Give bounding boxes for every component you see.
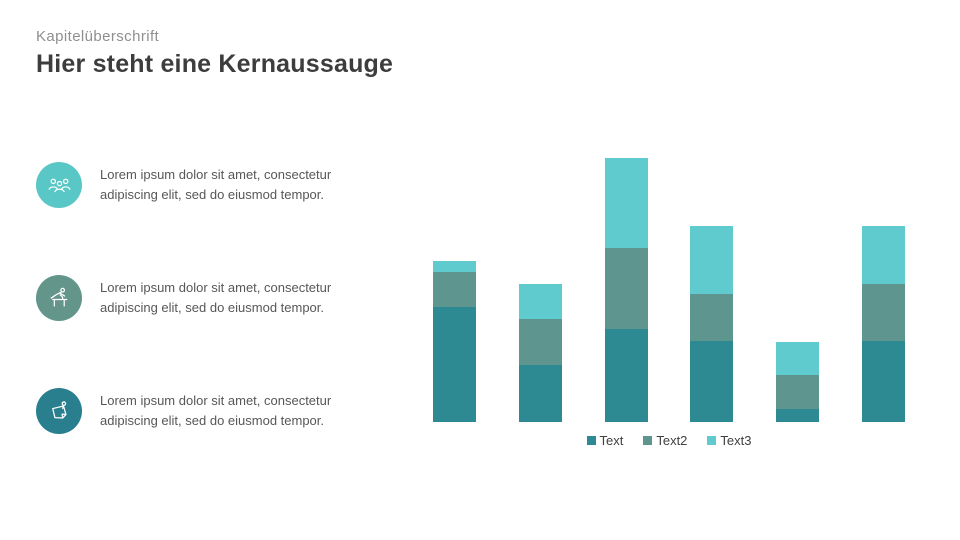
legend-swatch — [586, 436, 596, 445]
group-icon — [36, 162, 82, 208]
legend-swatch — [707, 436, 717, 445]
feature-item-3: Lorem ipsum dolor sit amet, consectetur … — [36, 388, 356, 434]
chart-legend: Text Text2 Text3 — [433, 433, 905, 448]
legend-swatch — [643, 436, 653, 445]
feature-text: Lorem ipsum dolor sit amet, consectetur … — [100, 279, 332, 315]
legend-label: Text2 — [656, 433, 688, 448]
legend-item-text2: Text2 — [643, 433, 687, 448]
hurdler-icon — [36, 275, 82, 321]
bar-2-segment-text — [519, 365, 562, 422]
bar-2-segment-text3 — [519, 284, 562, 319]
bar-3-segment-text2 — [605, 248, 648, 329]
feature-text: Lorem ipsum dolor sit amet, consectetur … — [100, 392, 332, 428]
page-title: Hier steht eine Kernaussauge — [36, 50, 394, 78]
pinned-note-icon — [36, 388, 82, 434]
bar-4-segment-text — [690, 341, 733, 422]
legend-label: Text3 — [720, 433, 752, 448]
bar-1-segment-text3 — [433, 261, 476, 272]
feature-item-1: Lorem ipsum dolor sit amet, consectetur … — [36, 162, 356, 208]
bar-1-segment-text — [433, 307, 476, 422]
bar-3-segment-text — [605, 329, 648, 422]
stacked-bar-chart — [433, 142, 905, 422]
feature-item-2: Lorem ipsum dolor sit amet, consectetur … — [36, 275, 356, 321]
bar-5-segment-text2 — [776, 375, 819, 409]
bar-4-segment-text3 — [690, 226, 733, 294]
bar-1-segment-text2 — [433, 272, 476, 307]
bar-6-segment-text — [862, 341, 905, 422]
kicker: Kapitelüberschrift — [36, 28, 160, 45]
legend-item-text: Text — [586, 433, 624, 448]
feature-text: Lorem ipsum dolor sit amet, consectetur … — [100, 166, 332, 202]
legend-label: Text — [599, 433, 624, 448]
bar-3-segment-text3 — [605, 158, 648, 248]
legend-item-text3: Text3 — [707, 433, 752, 448]
bar-2-segment-text2 — [519, 319, 562, 365]
bar-5-segment-text — [776, 409, 819, 422]
bar-5-segment-text3 — [776, 342, 819, 375]
bar-4-segment-text2 — [690, 294, 733, 341]
bar-6-segment-text3 — [862, 226, 905, 284]
bar-6-segment-text2 — [862, 284, 905, 341]
